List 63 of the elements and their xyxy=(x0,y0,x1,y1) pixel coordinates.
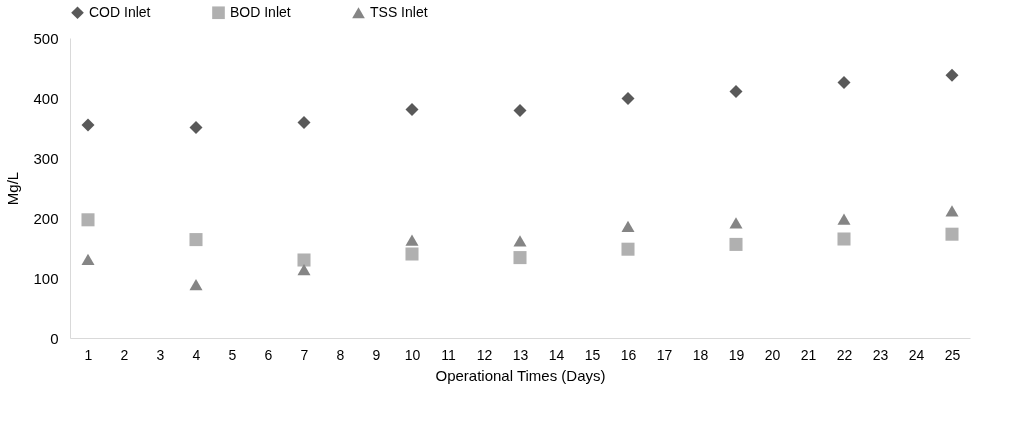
point xyxy=(81,118,95,132)
point xyxy=(81,253,95,266)
x-tick-label: 24 xyxy=(908,346,925,363)
x-tick-label: 20 xyxy=(764,346,781,363)
x-tick-label: 6 xyxy=(264,346,273,363)
point xyxy=(729,237,743,251)
x-tick-label: 14 xyxy=(548,346,565,363)
y-tick-label: 200 xyxy=(33,209,59,227)
point xyxy=(297,116,311,130)
point xyxy=(621,242,635,256)
x-tick-label: 21 xyxy=(800,346,817,363)
x-tick-label: 3 xyxy=(156,346,165,363)
x-tick-label: 2 xyxy=(120,346,129,363)
point xyxy=(81,213,95,227)
point xyxy=(621,220,635,233)
x-tick-label: 13 xyxy=(512,346,529,363)
point xyxy=(405,102,419,116)
point xyxy=(945,68,959,82)
x-tick-label: 11 xyxy=(441,346,456,363)
point xyxy=(621,92,635,106)
point xyxy=(189,120,203,134)
x-axis-title: Operational Times (Days) xyxy=(435,366,606,384)
x-tick-label: 1 xyxy=(84,346,93,363)
point xyxy=(945,205,959,217)
point xyxy=(729,84,743,98)
y-tick-label: 400 xyxy=(33,89,59,107)
y-tick-label: 500 xyxy=(33,29,59,47)
x-tick-label: 17 xyxy=(656,346,673,363)
point xyxy=(945,227,959,241)
x-tick-label: 18 xyxy=(692,346,709,363)
point xyxy=(405,247,419,261)
x-tick-label: 15 xyxy=(584,346,601,363)
point xyxy=(513,235,527,247)
x-tick-label: 25 xyxy=(944,346,961,363)
x-tick-label: 22 xyxy=(836,346,853,363)
point xyxy=(405,234,419,246)
legend-label: TSS Inlet xyxy=(370,3,428,20)
x-tick-label: 10 xyxy=(404,346,421,363)
point xyxy=(837,75,851,89)
y-tick-label: 0 xyxy=(50,329,59,347)
legend-label: BOD Inlet xyxy=(230,3,291,20)
legend-label: COD Inlet xyxy=(89,3,151,20)
point xyxy=(837,232,851,246)
x-tick-label: 23 xyxy=(872,346,889,363)
point xyxy=(513,104,527,118)
point xyxy=(297,263,311,276)
y-tick-label: 100 xyxy=(33,269,59,287)
x-tick-label: 5 xyxy=(228,346,237,363)
x-tick-label: 4 xyxy=(192,346,201,363)
point xyxy=(189,278,203,291)
point xyxy=(297,253,311,267)
x-tick-label: 8 xyxy=(336,346,345,363)
x-tick-label: 19 xyxy=(728,346,745,363)
y-axis-title: Mg/L xyxy=(4,171,22,206)
y-tick-label: 300 xyxy=(33,149,59,167)
point xyxy=(729,217,743,229)
point xyxy=(837,213,851,225)
x-tick-label: 9 xyxy=(372,346,381,363)
point xyxy=(189,233,203,247)
point xyxy=(513,251,527,265)
x-tick-label: 16 xyxy=(620,346,637,363)
x-tick-label: 12 xyxy=(476,346,493,363)
x-tick-label: 7 xyxy=(300,346,309,363)
